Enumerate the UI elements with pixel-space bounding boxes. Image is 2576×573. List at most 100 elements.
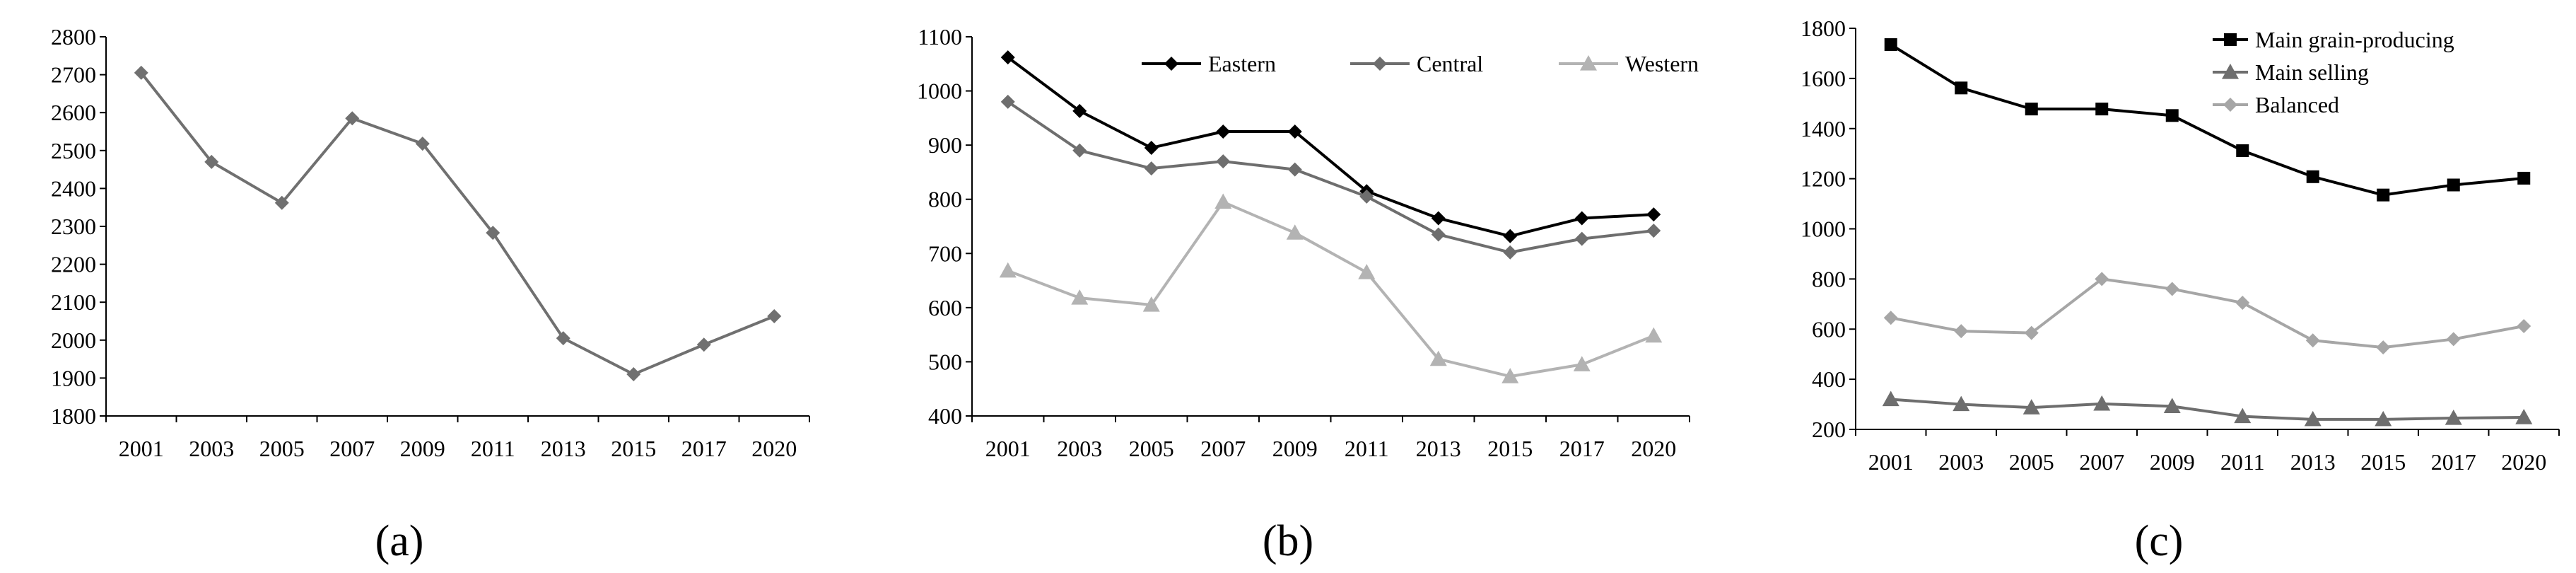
chart-panel-a: 1800 1900 2000 2100 2200 2300 2400 2500 2600 2700… bbox=[51, 24, 810, 565]
data-point bbox=[1287, 125, 1302, 139]
y-tick-label: 600 bbox=[1812, 316, 1846, 342]
data-point bbox=[2376, 340, 2391, 355]
x-tick-label: 2007 bbox=[1200, 436, 1246, 461]
data-point bbox=[134, 65, 148, 80]
data-point bbox=[1429, 350, 1447, 366]
x-tick-label: 2001 bbox=[119, 436, 164, 461]
x-tick-label: 2017 bbox=[2431, 449, 2476, 475]
x-tick-label: 2009 bbox=[1272, 436, 1318, 461]
data-point bbox=[1286, 224, 1304, 240]
data-point bbox=[486, 226, 500, 241]
y-tick-label: 1200 bbox=[1801, 166, 1846, 192]
data-point bbox=[1646, 207, 1661, 222]
data-point bbox=[1884, 38, 1897, 52]
data-point bbox=[556, 331, 570, 346]
y-tick-label: 900 bbox=[928, 132, 962, 158]
data-point bbox=[1501, 368, 1519, 383]
data-point bbox=[1214, 193, 1232, 209]
data-point bbox=[1216, 125, 1231, 139]
series-line-eastern bbox=[1007, 56, 1654, 238]
data-point bbox=[1646, 224, 1661, 238]
data-point bbox=[2095, 103, 2109, 116]
data-point bbox=[767, 309, 782, 324]
x-tick-label: 2020 bbox=[2501, 449, 2546, 475]
data-point bbox=[345, 111, 360, 126]
data-point bbox=[2025, 103, 2038, 116]
y-tick-label: 1800 bbox=[51, 403, 96, 429]
data-point bbox=[2163, 398, 2181, 413]
data-point bbox=[1216, 154, 1231, 169]
legend-entry: Central bbox=[1350, 51, 1483, 76]
legend-entry: Balanced bbox=[2213, 92, 2339, 117]
x-tick-label: 2015 bbox=[2360, 449, 2406, 475]
y-tick-label: 1800 bbox=[1801, 16, 1846, 41]
y-tick-label: 1000 bbox=[1801, 216, 1846, 242]
data-point bbox=[1955, 81, 1968, 95]
data-point bbox=[2236, 144, 2249, 157]
x-tick-label: 2015 bbox=[611, 436, 656, 461]
x-tick-label: 2015 bbox=[1487, 436, 1533, 461]
x-tick-label: 2013 bbox=[541, 436, 586, 461]
x-tick-label: 2003 bbox=[1938, 449, 1984, 475]
legend-entry: Western bbox=[1559, 51, 1699, 76]
data-point bbox=[415, 137, 430, 151]
data-point bbox=[1071, 289, 1089, 305]
chart-panel-c: 200 400 600 800 1000 1200 1400 1600 1800 2001 2003… bbox=[1801, 16, 2560, 565]
legend-entry: Eastern bbox=[1142, 51, 1276, 76]
y-tick-label: 500 bbox=[928, 349, 962, 374]
data-point bbox=[1645, 327, 1663, 343]
legend-marker bbox=[2222, 64, 2239, 79]
series-line-balanced bbox=[1890, 277, 2524, 349]
x-tick-label: 2011 bbox=[471, 436, 515, 461]
x-tick-label: 2007 bbox=[329, 436, 375, 461]
data-point bbox=[1000, 50, 1015, 65]
data-point bbox=[696, 337, 711, 352]
legend-marker bbox=[1373, 57, 1387, 71]
legend-label: Western bbox=[1625, 51, 1699, 76]
data-point bbox=[2093, 395, 2111, 411]
legend-entry: Main selling bbox=[2213, 59, 2369, 85]
series-line-western bbox=[1007, 200, 1654, 378]
legend-entry: Main grain-producing bbox=[2213, 27, 2454, 52]
data-point bbox=[1000, 94, 1015, 109]
x-tick-label: 2020 bbox=[751, 436, 797, 461]
y-tick-label: 2700 bbox=[51, 62, 96, 88]
data-point bbox=[2024, 325, 2039, 340]
data-point bbox=[2304, 410, 2322, 427]
x-tick-label: 2009 bbox=[400, 436, 445, 461]
data-point bbox=[2517, 171, 2531, 185]
y-tick-label: 2000 bbox=[51, 328, 96, 353]
legend-label: Main grain-producing bbox=[2255, 27, 2454, 52]
data-point bbox=[1431, 211, 1446, 226]
y-tick-label: 2300 bbox=[51, 214, 96, 239]
x-tick-label: 2005 bbox=[2009, 449, 2054, 475]
y-tick-label: 600 bbox=[928, 295, 962, 320]
legend-label: Eastern bbox=[1208, 51, 1276, 76]
data-point bbox=[2165, 109, 2179, 122]
series-line-central bbox=[1007, 100, 1654, 254]
y-tick-label: 2800 bbox=[51, 24, 96, 50]
x-tick-label: 2017 bbox=[1559, 436, 1605, 461]
data-point bbox=[2022, 399, 2040, 415]
y-tick-label: 1400 bbox=[1801, 116, 1846, 141]
data-point bbox=[2235, 296, 2250, 311]
x-tick-label: 2013 bbox=[1416, 436, 1461, 461]
y-tick-label: 700 bbox=[928, 241, 962, 266]
data-point bbox=[2515, 408, 2533, 424]
data-point bbox=[999, 262, 1017, 278]
data-point bbox=[2165, 282, 2179, 296]
x-tick-label: 2005 bbox=[259, 436, 305, 461]
data-point bbox=[1431, 227, 1446, 242]
data-point bbox=[2445, 410, 2462, 425]
data-point bbox=[1954, 324, 1969, 339]
x-tick-label: 2013 bbox=[2290, 449, 2336, 475]
legend-label: Central bbox=[1417, 51, 1483, 76]
legend-label: Main selling bbox=[2255, 59, 2369, 85]
y-tick-label: 800 bbox=[1812, 266, 1846, 291]
y-tick-label: 2100 bbox=[51, 289, 96, 315]
data-point bbox=[1953, 395, 1970, 412]
data-point bbox=[1883, 311, 1898, 325]
x-tick-label: 2005 bbox=[1129, 436, 1174, 461]
data-point bbox=[2305, 333, 2320, 348]
y-tick-label: 2400 bbox=[51, 175, 96, 201]
